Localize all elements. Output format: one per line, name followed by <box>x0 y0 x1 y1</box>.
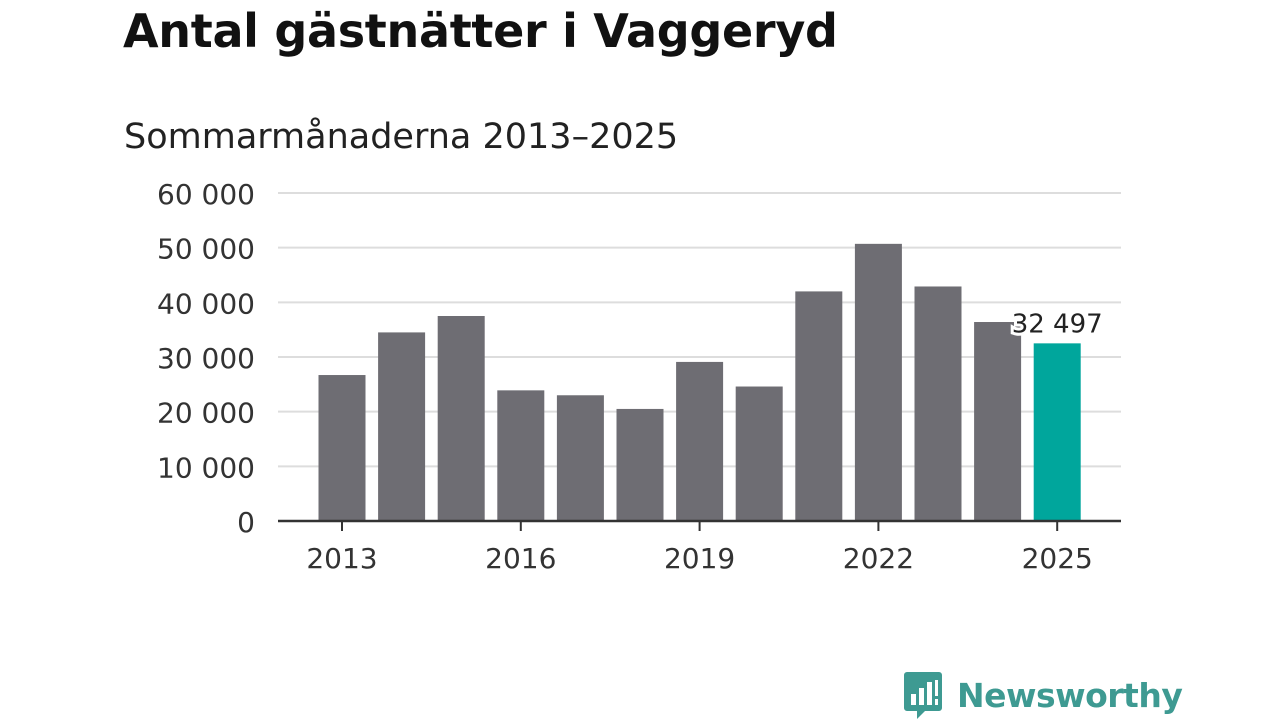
x-tick-label: 2013 <box>306 542 377 575</box>
newsworthy-chart-bubble-icon <box>904 672 942 719</box>
bars <box>318 243 1081 521</box>
x-tick-label: 2022 <box>843 542 914 575</box>
bar-2024 <box>974 322 1022 521</box>
bar-2023 <box>914 286 962 521</box>
annotations: 32 497 <box>1009 306 1106 342</box>
y-tick-label: 0 <box>237 506 255 539</box>
chart-title: Antal gästnätter i Vaggeryd <box>123 4 838 58</box>
bar-2025 <box>1033 343 1081 521</box>
bar-2018 <box>616 408 664 521</box>
x-tick-label: 2025 <box>1022 542 1093 575</box>
newsworthy-logo: Newsworthy <box>903 670 1183 720</box>
bar-2013 <box>318 375 366 521</box>
x-axis <box>278 519 1121 531</box>
bar-2014 <box>378 332 426 521</box>
y-tick-label: 20 000 <box>157 397 255 430</box>
bar-2021 <box>795 291 843 521</box>
bar-2022 <box>854 243 902 521</box>
highlight-value-label: 32 497 <box>1012 309 1103 339</box>
x-tick-label: 2016 <box>485 542 556 575</box>
y-tick-label: 10 000 <box>157 451 255 484</box>
y-tick-label: 50 000 <box>157 233 255 266</box>
x-axis-labels: 2013 2016 2019 2022 2025 <box>306 542 1092 575</box>
bar-2019 <box>676 361 724 521</box>
bar-2017 <box>556 395 604 521</box>
y-tick-label: 30 000 <box>157 342 255 375</box>
bar-2015 <box>437 316 485 521</box>
chart-subtitle: Sommarmånaderna 2013–2025 <box>124 117 679 157</box>
y-tick-label: 40 000 <box>157 287 255 320</box>
bar-2020 <box>735 386 783 521</box>
y-axis-labels: 0 10 000 20 000 30 000 40 000 50 000 60 000 <box>157 178 255 539</box>
x-tick-label: 2019 <box>664 542 735 575</box>
bar-2016 <box>497 390 545 521</box>
bar-chart: 0 10 000 20 000 30 000 40 000 50 000 60 000 20… <box>157 178 1121 575</box>
y-tick-label: 60 000 <box>157 178 255 211</box>
logo-text: Newsworthy <box>957 675 1183 715</box>
